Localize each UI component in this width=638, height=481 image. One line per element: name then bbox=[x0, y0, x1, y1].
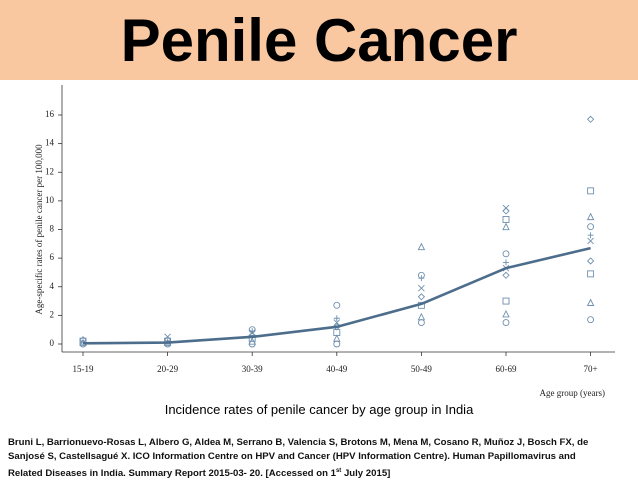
x-axis-label: Age group (years) bbox=[540, 388, 605, 398]
point bbox=[587, 187, 595, 195]
point bbox=[502, 271, 510, 279]
reference: Bruni L, Barrionuevo-Rosas L, Albero G, … bbox=[8, 436, 633, 481]
reference-line: Bruni L, Barrionuevo-Rosas L, Albero G, … bbox=[8, 437, 589, 448]
point bbox=[333, 315, 340, 322]
point bbox=[417, 319, 425, 326]
point bbox=[586, 298, 595, 306]
point bbox=[79, 337, 87, 345]
x-tick-label: 30-39 bbox=[242, 364, 263, 374]
y-tick-label: 8 bbox=[50, 224, 55, 234]
y-axis-label: Age-specific rates of penile cancer per … bbox=[34, 144, 44, 315]
y-tick-label: 4 bbox=[50, 281, 55, 291]
point bbox=[586, 115, 595, 123]
x-tick-label: 50-49 bbox=[411, 364, 432, 374]
x-tick-label: 70+ bbox=[584, 364, 598, 374]
point bbox=[333, 301, 341, 309]
point bbox=[502, 297, 510, 305]
point bbox=[333, 334, 341, 342]
x-tick-label: 15-19 bbox=[73, 364, 94, 374]
x-tick-label: 20-29 bbox=[157, 364, 178, 374]
point bbox=[502, 319, 510, 326]
point bbox=[503, 259, 509, 266]
point bbox=[586, 212, 595, 221]
y-tick-label: 0 bbox=[50, 338, 55, 348]
point bbox=[502, 250, 510, 258]
point bbox=[417, 293, 426, 301]
y-tick-label: 6 bbox=[50, 252, 55, 262]
x-tick-label: 60-69 bbox=[496, 364, 517, 374]
point bbox=[333, 340, 341, 348]
point bbox=[417, 312, 426, 321]
point bbox=[417, 242, 426, 251]
y-tick-label: 2 bbox=[50, 309, 55, 319]
chart: 0 2 4 6 8 10 12 14 16 Age-specific rates of penil… bbox=[34, 85, 615, 398]
rate-line bbox=[82, 246, 591, 345]
point bbox=[587, 237, 594, 245]
point bbox=[249, 328, 256, 335]
caption: Incidence rates of penile cancer by age … bbox=[164, 402, 474, 417]
point bbox=[587, 316, 595, 324]
point bbox=[418, 284, 425, 292]
point bbox=[502, 216, 510, 223]
y-tick-label: 14 bbox=[45, 138, 55, 148]
point bbox=[587, 223, 595, 231]
point bbox=[502, 309, 510, 318]
point bbox=[333, 319, 341, 326]
point bbox=[417, 271, 425, 279]
point bbox=[586, 257, 595, 265]
point bbox=[248, 326, 256, 334]
reference-text: Related Diseases in India. Summary Repor… bbox=[8, 468, 336, 480]
superscript: st bbox=[335, 468, 342, 474]
title: Penile Cancer bbox=[120, 6, 518, 74]
point bbox=[502, 204, 510, 212]
point bbox=[502, 207, 510, 215]
reference-line: Sanjosé S, Castellsagué X. ICO Informati… bbox=[8, 451, 576, 462]
y-tick-label: 12 bbox=[45, 166, 54, 176]
x-tick-label: 40-49 bbox=[326, 364, 347, 374]
point bbox=[502, 222, 510, 231]
point bbox=[587, 270, 595, 278]
reference-text: July 2015] bbox=[341, 468, 391, 480]
point bbox=[587, 232, 594, 239]
title-banner: Penile Cancer bbox=[0, 0, 638, 80]
reference-line: Related Diseases in India. Summary Repor… bbox=[8, 464, 633, 481]
y-tick-label: 16 bbox=[45, 109, 55, 119]
y-tick-label: 10 bbox=[45, 195, 55, 205]
point bbox=[164, 333, 171, 341]
